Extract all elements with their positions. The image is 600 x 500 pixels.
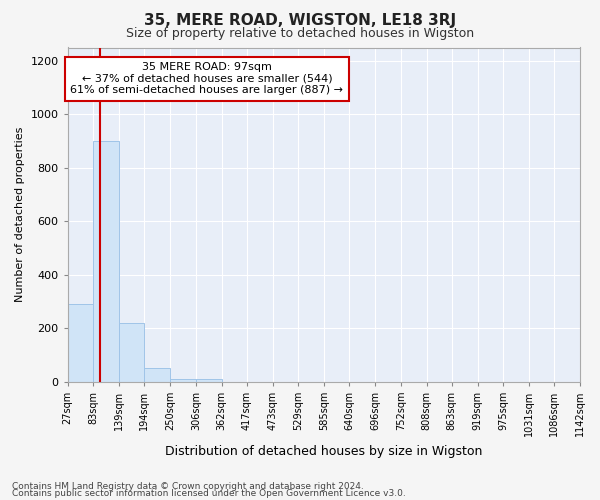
Bar <box>170 379 196 382</box>
Bar <box>145 368 170 382</box>
Text: Contains HM Land Registry data © Crown copyright and database right 2024.: Contains HM Land Registry data © Crown c… <box>12 482 364 491</box>
Text: Contains public sector information licensed under the Open Government Licence v3: Contains public sector information licen… <box>12 490 406 498</box>
Bar <box>119 323 145 382</box>
Text: 35, MERE ROAD, WIGSTON, LE18 3RJ: 35, MERE ROAD, WIGSTON, LE18 3RJ <box>144 12 456 28</box>
X-axis label: Distribution of detached houses by size in Wigston: Distribution of detached houses by size … <box>165 444 482 458</box>
Bar <box>68 304 94 382</box>
Bar <box>196 379 221 382</box>
Text: Size of property relative to detached houses in Wigston: Size of property relative to detached ho… <box>126 28 474 40</box>
Y-axis label: Number of detached properties: Number of detached properties <box>15 127 25 302</box>
Text: 35 MERE ROAD: 97sqm
← 37% of detached houses are smaller (544)
61% of semi-detac: 35 MERE ROAD: 97sqm ← 37% of detached ho… <box>70 62 343 96</box>
Bar <box>94 141 119 382</box>
